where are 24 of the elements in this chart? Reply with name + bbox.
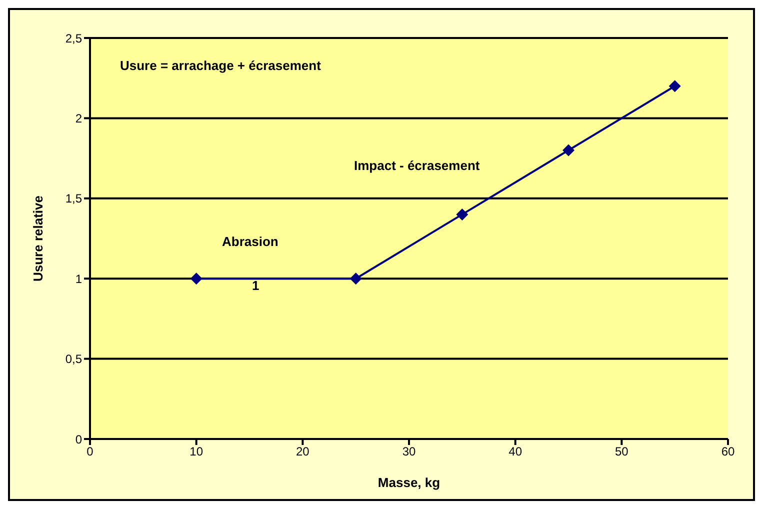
point [350,272,362,285]
x-axis-title: Masse, kg [378,475,440,490]
y-axis-title: Usure relative [30,196,46,282]
y-tick-label: 2 [75,111,82,126]
point [562,144,574,156]
annotation: Usure = arrachage + écrasement [120,58,322,73]
y-tick-label: 1,5 [65,192,82,206]
x-tick-label: 20 [296,444,310,459]
annotation: 1 [252,278,260,293]
point [456,208,468,220]
y-tick-label: 0 [75,432,82,446]
x-tick-label: 0 [86,444,94,459]
point [190,272,202,285]
y-tick-label: 2,5 [65,31,82,46]
y-tick-label: 1 [75,272,82,286]
annotation: Impact - écrasement [354,158,480,173]
x-tick-label: 10 [190,444,204,459]
y-tick-label: 0,5 [65,352,82,366]
x-tick-label: 60 [721,444,735,459]
x-tick-label: 50 [614,444,629,459]
x-tick-label: 40 [508,444,522,459]
x-tick-label: 30 [402,444,416,459]
point [668,80,681,92]
annotation: Abrasion [222,234,278,249]
